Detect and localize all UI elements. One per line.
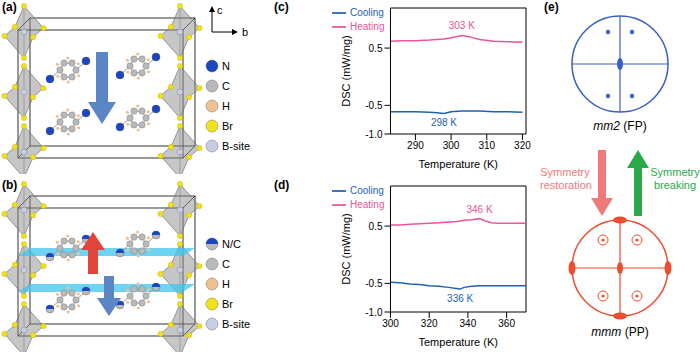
html-text:(a): (a) bbox=[2, 0, 17, 14]
svg-text:-1.0: -1.0 bbox=[365, 307, 383, 318]
svg-text:0.5: 0.5 bbox=[369, 43, 383, 54]
svg-text:C: C bbox=[222, 258, 230, 270]
svg-text:Br: Br bbox=[222, 298, 233, 310]
svg-text:-0.5: -0.5 bbox=[365, 278, 383, 289]
svg-text:N/C: N/C bbox=[222, 238, 241, 250]
svg-text:0.5: 0.5 bbox=[369, 221, 383, 232]
html-text:Cooling: Cooling bbox=[350, 6, 384, 18]
svg-text:360: 360 bbox=[498, 318, 515, 329]
svg-text:H: H bbox=[222, 278, 230, 290]
html-text:(e): (e) bbox=[544, 0, 559, 14]
html-text:Heating: Heating bbox=[350, 20, 385, 32]
svg-text:Temperature (K): Temperature (K) bbox=[418, 336, 497, 348]
svg-text:c: c bbox=[217, 4, 223, 16]
svg-text:-0.5: -0.5 bbox=[365, 100, 383, 111]
svg-text:303 K: 303 K bbox=[449, 20, 475, 31]
svg-text:300: 300 bbox=[382, 318, 399, 329]
svg-text:340: 340 bbox=[460, 318, 477, 329]
html-text:Symmetry breaking: Symmetry breaking bbox=[650, 166, 700, 191]
svg-text:H: H bbox=[222, 100, 230, 112]
svg-text:320: 320 bbox=[421, 318, 438, 329]
svg-text:mm2 (FP): mm2 (FP) bbox=[593, 119, 646, 133]
svg-text:DSC (mW/mg): DSC (mW/mg) bbox=[340, 213, 352, 285]
svg-text:b: b bbox=[242, 26, 248, 38]
svg-text:290: 290 bbox=[407, 140, 424, 151]
svg-text:mmm (PP): mmm (PP) bbox=[591, 325, 648, 339]
svg-text:-1.0: -1.0 bbox=[365, 129, 383, 140]
html-text:Heating: Heating bbox=[350, 198, 385, 210]
html-text:(c): (c) bbox=[274, 0, 289, 14]
svg-text:B-site: B-site bbox=[222, 140, 250, 152]
svg-text:Br: Br bbox=[222, 120, 233, 132]
html-text:Cooling: Cooling bbox=[350, 184, 384, 196]
svg-text:300: 300 bbox=[443, 140, 460, 151]
svg-text:DSC (mW/mg): DSC (mW/mg) bbox=[340, 35, 352, 107]
html-text:(d): (d) bbox=[274, 178, 290, 192]
html-text:Symmetry restoration: Symmetry restoration bbox=[540, 166, 592, 191]
svg-text:B-site: B-site bbox=[222, 318, 250, 330]
svg-text:320: 320 bbox=[514, 140, 531, 151]
html-text:(b): (b) bbox=[2, 178, 18, 192]
svg-text:Temperature (K): Temperature (K) bbox=[418, 158, 497, 170]
svg-text:C: C bbox=[222, 80, 230, 92]
svg-text:N: N bbox=[222, 60, 230, 72]
svg-text:298 K: 298 K bbox=[431, 117, 457, 128]
svg-text:346 K: 346 K bbox=[466, 204, 492, 215]
svg-text:310: 310 bbox=[478, 140, 495, 151]
svg-text:336 K: 336 K bbox=[447, 293, 473, 304]
